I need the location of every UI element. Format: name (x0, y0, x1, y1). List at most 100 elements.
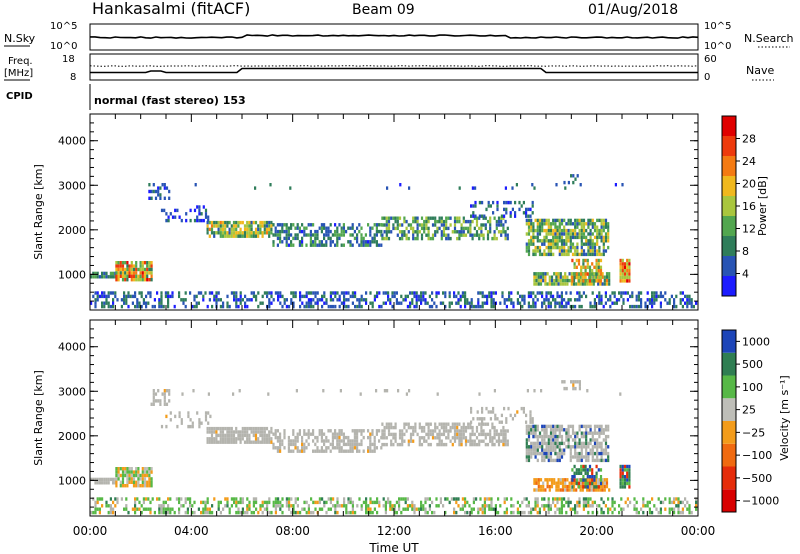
heatmap-cell (204, 208, 208, 213)
heatmap-cell (478, 233, 481, 237)
heatmap-cell (175, 497, 178, 501)
heatmap-cell (266, 507, 269, 511)
heatmap-cell (270, 301, 273, 305)
heatmap-cell (148, 261, 151, 265)
heatmap-cell (600, 497, 603, 501)
heatmap-cell (512, 504, 515, 508)
heatmap-cell (208, 426, 211, 431)
heatmap-cell (219, 440, 222, 444)
heatmap-cell (215, 437, 218, 441)
heatmap-cell (460, 442, 463, 447)
heatmap-cell (548, 488, 551, 492)
heatmap-cell (219, 437, 222, 441)
heatmap-cell (130, 467, 133, 471)
heatmap-cell (564, 488, 567, 492)
heatmap-cell (539, 484, 543, 489)
heatmap-cell (670, 500, 673, 505)
heatmap-cell (398, 223, 402, 227)
heatmap-cell (331, 446, 334, 450)
heatmap-cell (252, 231, 255, 235)
heatmap-cell (541, 252, 544, 257)
heatmap-cell (413, 510, 416, 515)
heatmap-cell (598, 218, 601, 223)
heatmap-cell (611, 497, 614, 501)
x-tick-label: 00:00 (681, 524, 716, 538)
heatmap-cell (477, 298, 480, 302)
heatmap-cell (497, 436, 501, 440)
colorbar-segment (722, 136, 736, 156)
heatmap-cell (578, 497, 581, 501)
heatmap-cell (150, 264, 153, 268)
heatmap-cell (621, 279, 624, 283)
heatmap-cell (323, 432, 326, 436)
heatmap-cell (130, 278, 133, 282)
heatmap-cell (482, 429, 485, 433)
heatmap-cell (429, 429, 432, 433)
heatmap-cell (396, 216, 399, 220)
heatmap-cell (487, 204, 490, 208)
heatmap-cell (659, 507, 662, 511)
heatmap-cell (423, 223, 426, 227)
heatmap-cell (180, 218, 183, 223)
heatmap-cell (599, 475, 603, 479)
heatmap-cell (506, 439, 509, 443)
heatmap-cell (412, 219, 415, 224)
heatmap-cell (475, 304, 478, 309)
heatmap-cell (115, 467, 118, 471)
heatmap-cell (292, 442, 295, 447)
heatmap-cell (268, 304, 271, 309)
heatmap-cell (384, 301, 387, 305)
heatmap-cell (571, 438, 575, 442)
heatmap-cell (121, 267, 125, 272)
heatmap-cell (296, 223, 299, 227)
heatmap-cell (521, 304, 524, 309)
heatmap-cell (257, 234, 260, 238)
heatmap-cell (320, 432, 323, 436)
heatmap-cell (257, 224, 260, 228)
heatmap-cell (312, 291, 315, 295)
heatmap-cell (481, 291, 484, 295)
heatmap-cell (427, 436, 430, 440)
heatmap-cell (422, 507, 425, 511)
heatmap-cell (345, 304, 348, 309)
heatmap-cell (607, 235, 610, 240)
heatmap-cell (290, 298, 293, 302)
heatmap-cell (246, 304, 249, 309)
heatmap-cell (603, 484, 606, 489)
heatmap-cell (461, 504, 464, 508)
heatmap-cell (549, 455, 553, 459)
heatmap-cell (266, 291, 269, 295)
heatmap-cell (569, 298, 572, 302)
heatmap-cell (385, 422, 388, 426)
heatmap-cell (484, 216, 487, 220)
heatmap-cell (530, 239, 533, 243)
colorbar-tick-label: 8 (742, 245, 749, 258)
heatmap-cell (376, 510, 379, 515)
heatmap-cell (321, 507, 324, 511)
heatmap-cell (490, 497, 493, 501)
heatmap-cell (230, 231, 233, 235)
heatmap-cell (283, 435, 286, 440)
heatmap-cell (208, 440, 211, 444)
heatmap-cell (585, 497, 588, 501)
heatmap-cell (648, 500, 651, 505)
heatmap-cell (373, 449, 376, 453)
heatmap-cell (230, 437, 233, 441)
heatmap-cell (618, 510, 621, 515)
heatmap-cell (527, 245, 531, 250)
heatmap-cell (554, 434, 557, 439)
heatmap-cell (593, 228, 597, 233)
heatmap-cell (189, 208, 192, 213)
heatmap-cell (232, 231, 236, 235)
heatmap-cell (171, 215, 175, 219)
heatmap-cell (567, 428, 570, 432)
heatmap-cell (679, 510, 682, 515)
heatmap-cell (202, 500, 205, 505)
heatmap-cell (500, 219, 503, 224)
heatmap-cell (504, 436, 507, 440)
heatmap-cell (176, 424, 179, 429)
heatmap-cell (174, 414, 177, 419)
heatmap-cell (580, 239, 583, 243)
heatmap-cell (353, 435, 356, 440)
heatmap-cell (533, 478, 536, 482)
